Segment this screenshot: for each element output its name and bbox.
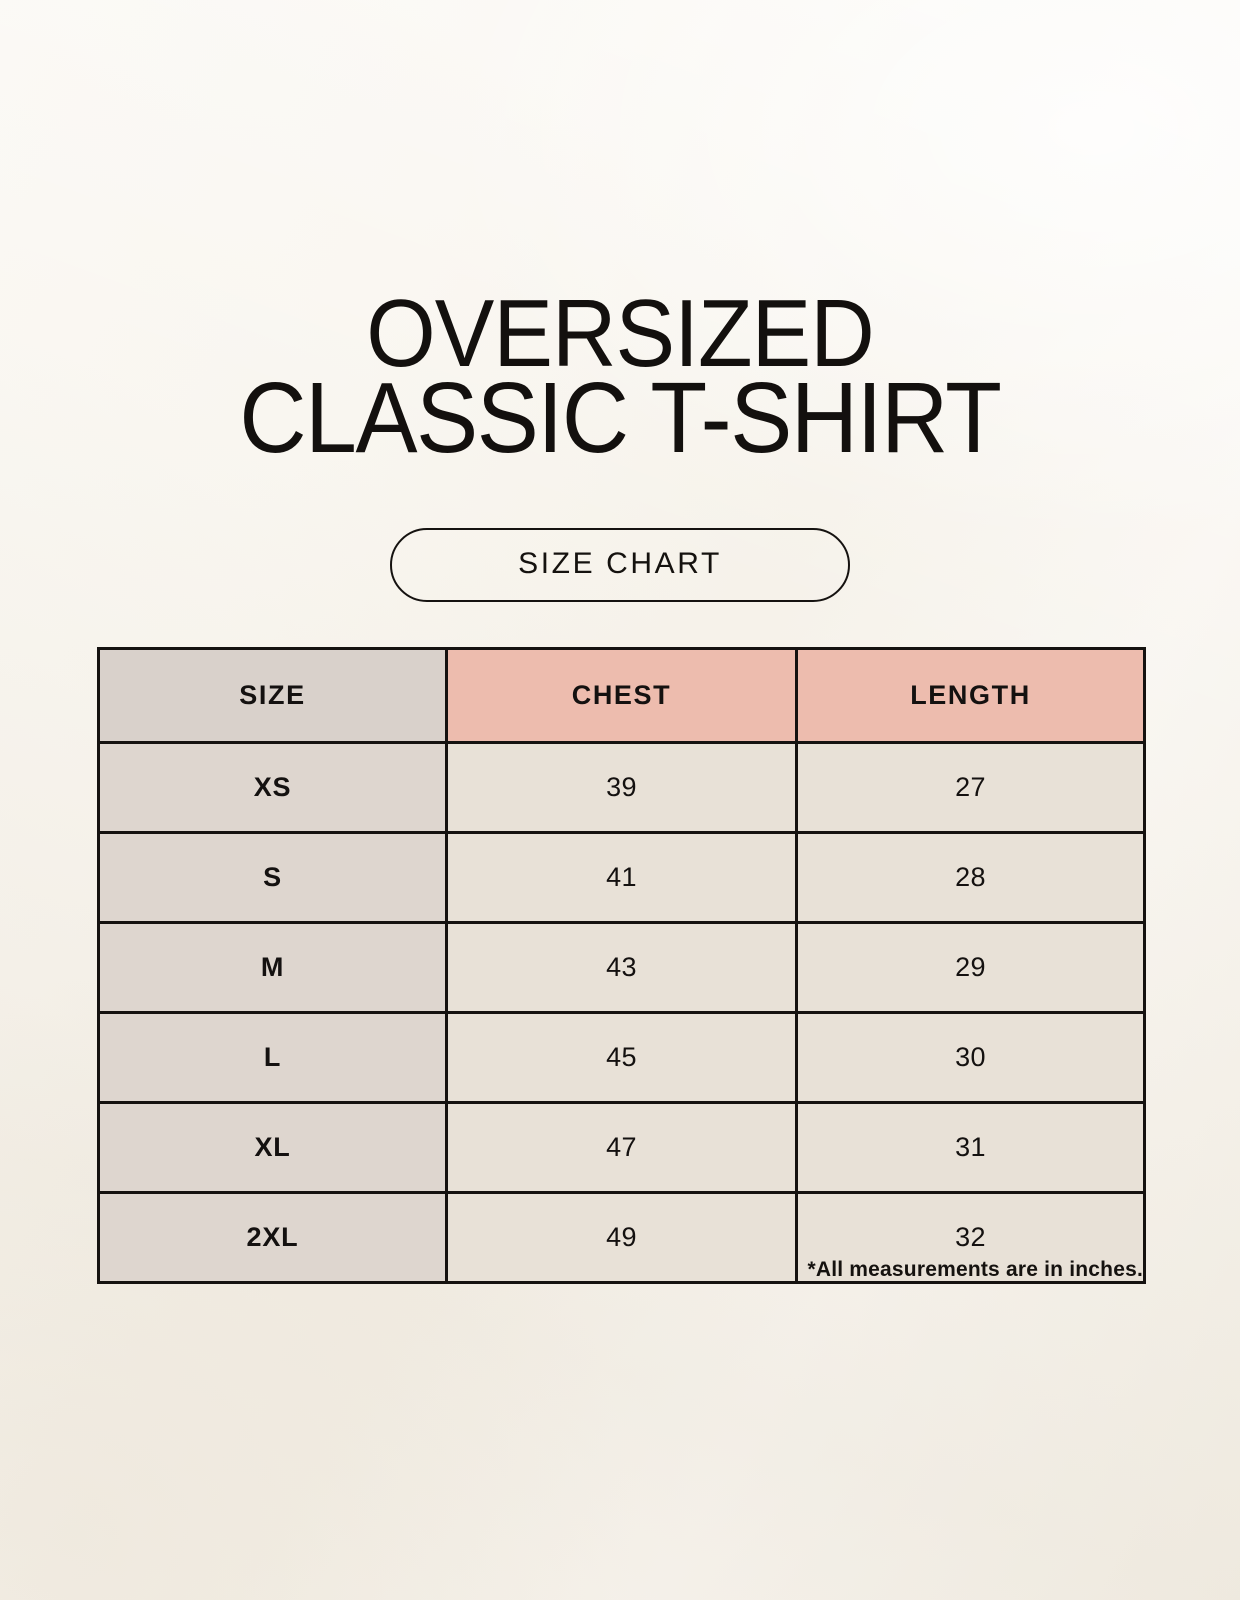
measurements-note: *All measurements are in inches. [807,1258,1143,1281]
column-header-chest: CHEST [445,647,798,744]
table-row: M 43 29 [97,921,1146,1014]
size-chart-badge: SIZE CHART [390,528,850,602]
cell-size: S [97,831,448,924]
cell-length: 28 [795,831,1146,924]
cell-length: 32 [795,1191,1146,1284]
cell-chest: 43 [445,921,798,1014]
table-header: SIZE CHEST LENGTH [97,647,1146,744]
table-row: XS 39 27 [97,741,1146,834]
cell-chest: 39 [445,741,798,834]
table-row: L 45 30 [97,1011,1146,1104]
table-row: 2XL 49 32 [97,1191,1146,1284]
table-row: S 41 28 [97,831,1146,924]
cell-chest: 45 [445,1011,798,1104]
cell-size: 2XL [97,1191,448,1284]
table-row: XL 47 31 [97,1101,1146,1194]
cell-length: 27 [795,741,1146,834]
cell-chest: 49 [445,1191,798,1284]
page-title: OVERSIZED CLASSIC T-SHIRT [0,280,1240,474]
cell-chest: 47 [445,1101,798,1194]
table-body: XS 39 27 S 41 28 M 43 29 L 45 30 [97,741,1146,1284]
column-header-size: SIZE [97,647,448,744]
cell-size: XS [97,741,448,834]
cell-size: M [97,921,448,1014]
size-chart-table-container: SIZE CHEST LENGTH XS 39 27 S 41 28 M [97,647,1146,1284]
size-chart-table: SIZE CHEST LENGTH XS 39 27 S 41 28 M [97,647,1146,1284]
title-line-2: CLASSIC T-SHIRT [239,362,1002,474]
title-line-1: OVERSIZED [366,280,874,387]
size-chart-badge-container: SIZE CHART [0,528,1240,602]
cell-size: L [97,1011,448,1104]
cell-size: XL [97,1101,448,1194]
cell-length: 29 [795,921,1146,1014]
cell-length: 30 [795,1011,1146,1104]
column-header-length: LENGTH [795,647,1146,744]
table-header-row: SIZE CHEST LENGTH [97,647,1146,744]
cell-chest: 41 [445,831,798,924]
cell-length: 31 [795,1101,1146,1194]
